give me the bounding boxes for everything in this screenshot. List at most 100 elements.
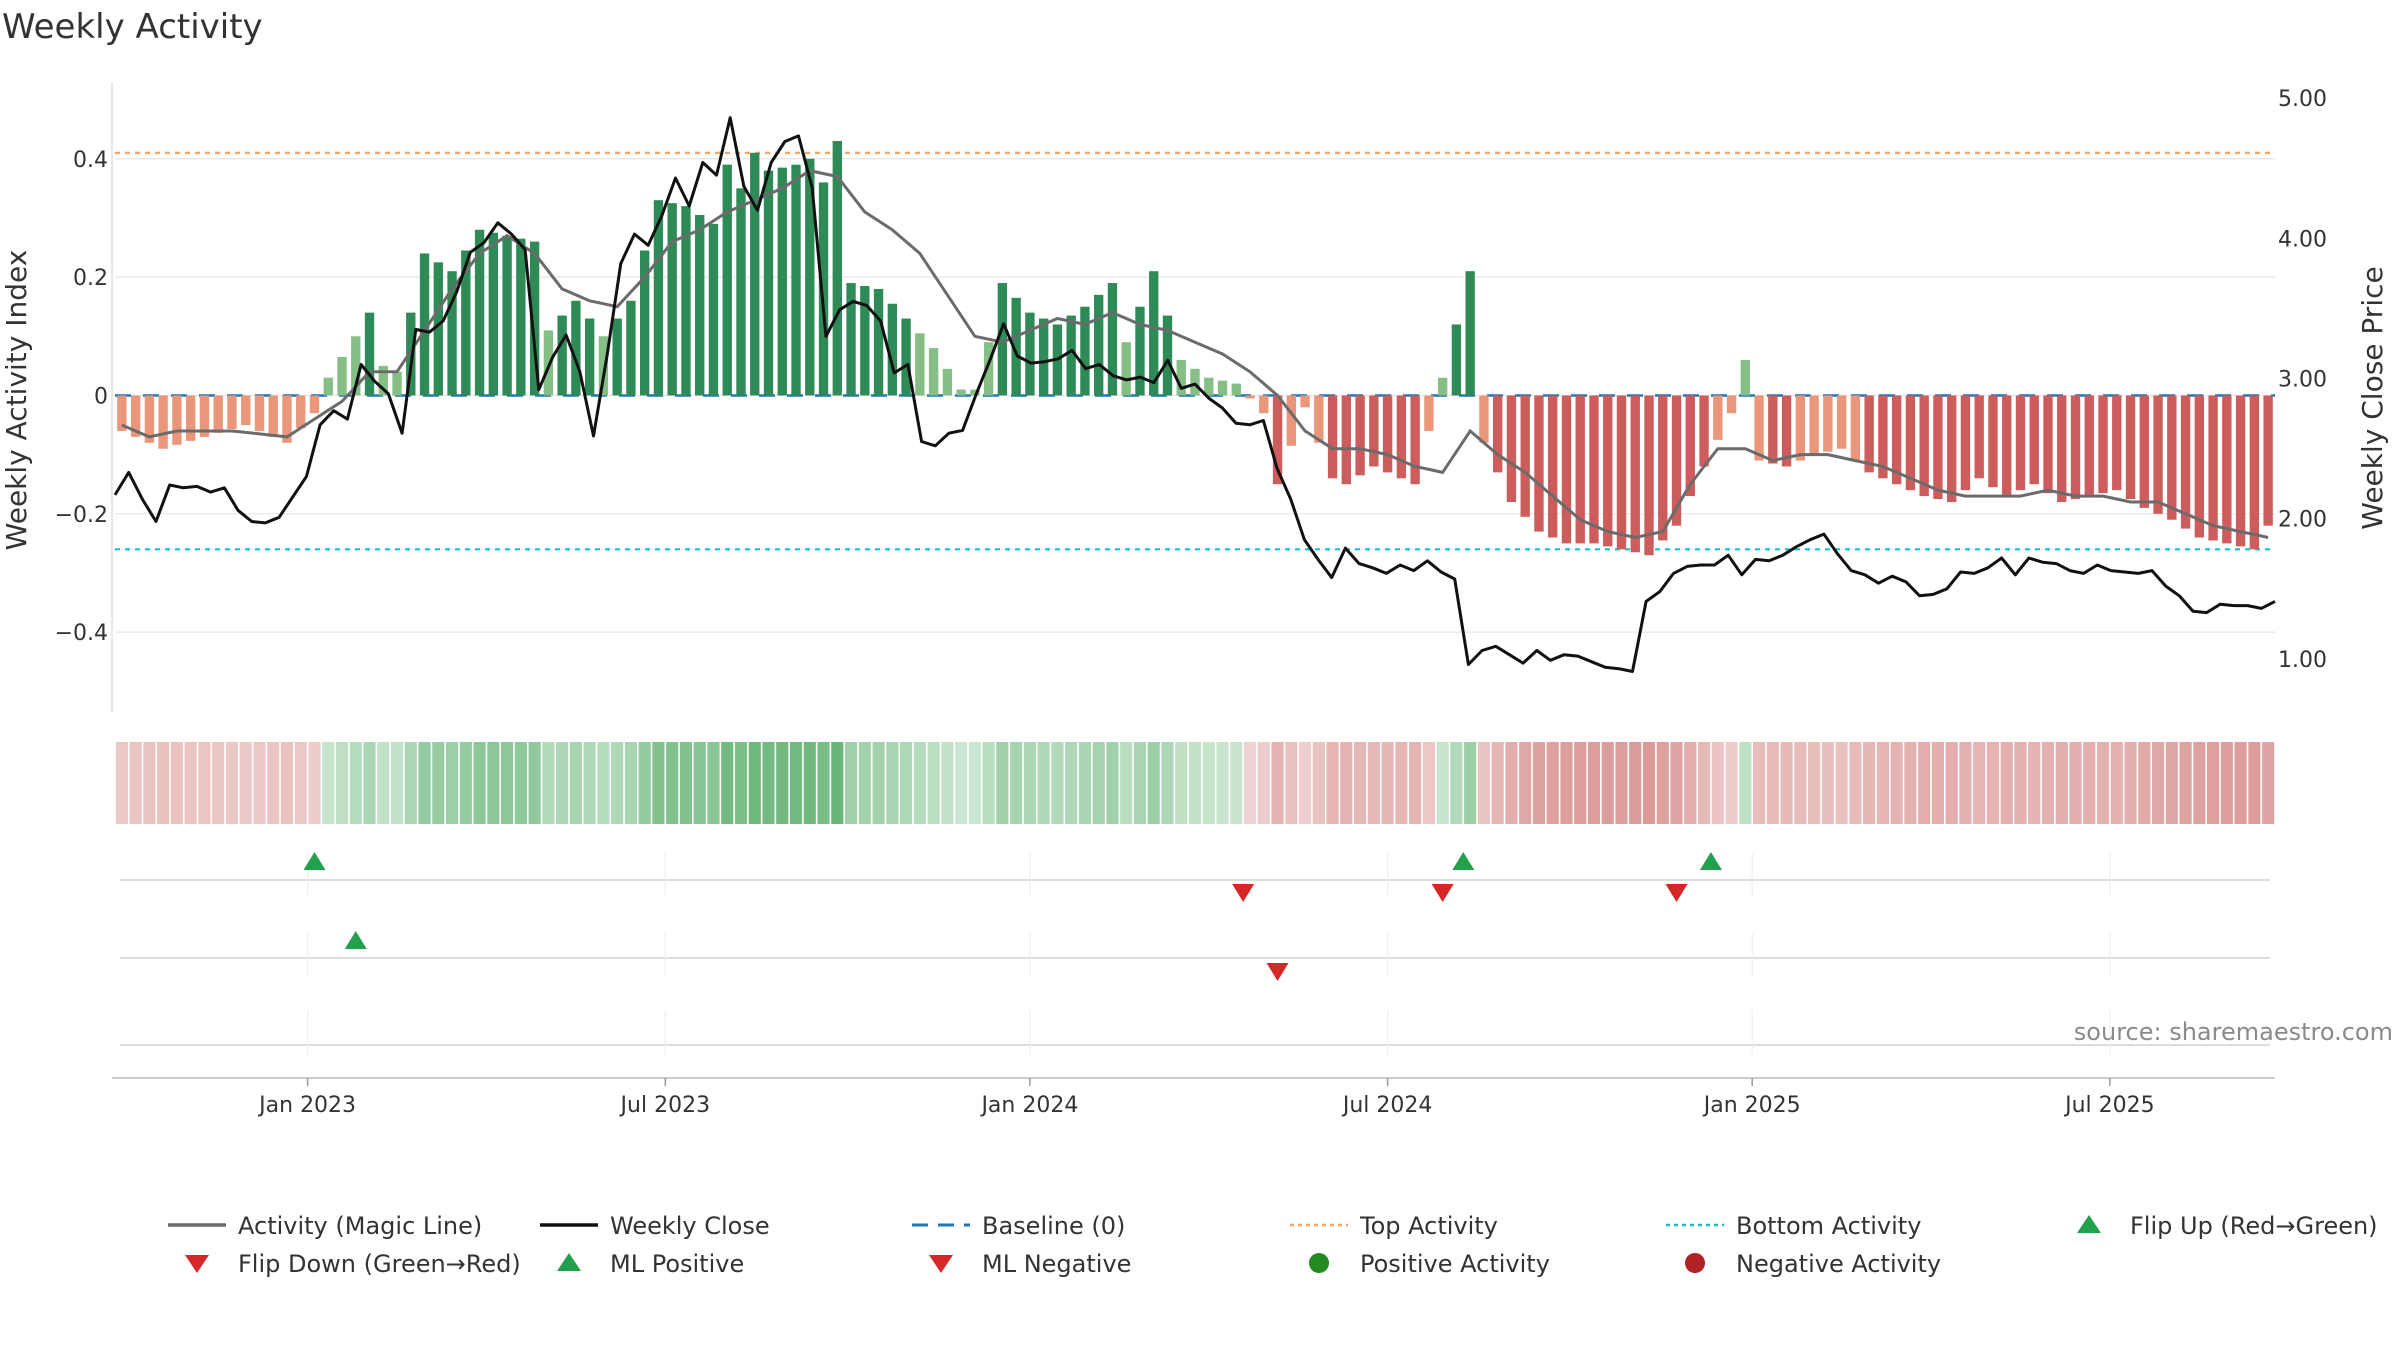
activity-bar bbox=[681, 206, 691, 396]
activity-bar bbox=[1974, 395, 1984, 479]
activity-bar bbox=[1823, 395, 1833, 452]
activity-bar bbox=[736, 188, 746, 396]
heat-strip-cell bbox=[212, 742, 225, 824]
heat-strip-cell bbox=[1945, 742, 1958, 824]
activity-bar bbox=[2112, 395, 2122, 491]
activity-bar bbox=[1176, 359, 1186, 396]
activity-bar bbox=[667, 203, 677, 396]
heat-strip-cell bbox=[2083, 742, 2096, 824]
activity-bar bbox=[1025, 312, 1035, 396]
activity-bar bbox=[584, 318, 595, 396]
heat-strip-cell bbox=[1876, 742, 1889, 824]
heat-strip-cell bbox=[322, 742, 335, 824]
activity-bar bbox=[1259, 395, 1269, 414]
heat-strip-cell bbox=[927, 742, 940, 824]
heat-strip-cell bbox=[1065, 742, 1078, 824]
heat-strip-cell bbox=[844, 742, 858, 824]
activity-bar bbox=[653, 200, 664, 396]
heat-strip-cell bbox=[1037, 742, 1050, 824]
activity-bar bbox=[873, 288, 884, 396]
heat-strip-cell bbox=[267, 742, 280, 824]
activity-bar bbox=[612, 318, 622, 396]
flip-up-marker bbox=[1452, 852, 1475, 870]
legend-swatch-circle bbox=[1685, 1253, 1705, 1273]
activity-bar bbox=[695, 214, 705, 396]
activity-bar bbox=[2222, 395, 2232, 544]
heat-strip-cell bbox=[900, 742, 913, 824]
heat-strip-cell bbox=[1794, 742, 1807, 824]
activity-bar bbox=[1878, 395, 1888, 479]
heat-strip-cell bbox=[2028, 742, 2041, 824]
activity-bar bbox=[2167, 395, 2177, 520]
heat-strip-cell bbox=[1257, 742, 1270, 824]
heat-strip-cell bbox=[1587, 742, 1601, 824]
activity-bar bbox=[887, 303, 898, 396]
heat-strip-cell bbox=[1560, 742, 1573, 824]
heat-strip-cell bbox=[762, 742, 775, 824]
y-tick-label: 0 bbox=[94, 384, 108, 409]
heat-strip-cell bbox=[1684, 742, 1697, 824]
heat-strip-cell bbox=[1546, 742, 1559, 824]
activity-bar bbox=[1616, 395, 1627, 550]
heat-strip-cell bbox=[253, 742, 266, 824]
heat-strip-cell bbox=[886, 742, 899, 824]
activity-bar bbox=[419, 253, 430, 396]
heat-strip-cell bbox=[528, 742, 541, 824]
heat-strip-cell bbox=[432, 742, 445, 824]
heat-strip-cell bbox=[2110, 742, 2123, 824]
heat-strip-cell bbox=[1505, 742, 1518, 824]
heat-strip-cell bbox=[1711, 742, 1724, 824]
activity-bar bbox=[1520, 395, 1530, 517]
heat-strip-cell bbox=[1918, 742, 1931, 824]
activity-bar bbox=[1231, 383, 1241, 396]
activity-bar bbox=[1795, 395, 1806, 461]
heat-strip-cell bbox=[2262, 742, 2275, 824]
activity-bar bbox=[1135, 306, 1145, 396]
heat-strip-cell bbox=[1780, 742, 1793, 824]
activity-bar bbox=[1272, 395, 1283, 485]
activity-bar bbox=[2098, 395, 2108, 494]
activity-bar bbox=[296, 395, 306, 429]
heat-strip-cell bbox=[638, 742, 651, 824]
magic-line bbox=[121, 169, 2269, 540]
heat-strip-cell bbox=[129, 742, 142, 824]
activity-bar bbox=[1988, 395, 1998, 488]
heat-strip-cell bbox=[1271, 742, 1284, 824]
heat-strip-cell bbox=[996, 742, 1009, 824]
activity-bar bbox=[1300, 395, 1310, 408]
heat-strip-cell bbox=[1890, 742, 1903, 824]
activity-bar bbox=[2043, 395, 2053, 494]
heat-strip-cell bbox=[335, 742, 349, 824]
heat-strip-cell bbox=[225, 742, 239, 824]
activity-bar bbox=[516, 238, 526, 396]
activity-bar bbox=[1713, 395, 1723, 440]
activity-bar bbox=[777, 167, 787, 396]
activity-bar bbox=[708, 223, 719, 396]
heat-strip-cell bbox=[1010, 742, 1023, 824]
activity-bar bbox=[1726, 395, 1737, 414]
axes: 0.4 0.2 0 −0.2 −0.4 5.00 4.00 3.00 2.00 1.00 bbox=[55, 82, 2327, 712]
activity-bar bbox=[1341, 395, 1352, 485]
activity-bar bbox=[818, 182, 829, 396]
heat-strip-cell bbox=[377, 742, 390, 824]
heat-strip-cell bbox=[280, 742, 294, 824]
activity-bar bbox=[1396, 395, 1407, 479]
heat-strip-cell bbox=[1766, 742, 1779, 824]
heat-strip-cell bbox=[1670, 742, 1683, 824]
activity-bar bbox=[1754, 395, 1764, 461]
activity-bar bbox=[337, 356, 347, 396]
activity-bar bbox=[791, 164, 801, 396]
activity-bar bbox=[543, 330, 554, 396]
activity-bar bbox=[1548, 395, 1558, 538]
heat-strip-cell bbox=[1436, 742, 1449, 824]
heat-strip-cell bbox=[1835, 742, 1848, 824]
heat-strip-cell bbox=[1367, 742, 1380, 824]
y-right-tick-label: 5.00 bbox=[2278, 87, 2327, 112]
activity-bar bbox=[928, 348, 939, 396]
legend-swatch-triangle-down bbox=[929, 1255, 953, 1273]
heat-strip-cell bbox=[2000, 742, 2013, 824]
heat-strip-cell bbox=[239, 742, 252, 824]
heat-strip-cell bbox=[1188, 742, 1202, 824]
heat-strip-cell bbox=[748, 742, 761, 824]
heat-strip-cell bbox=[968, 742, 981, 824]
